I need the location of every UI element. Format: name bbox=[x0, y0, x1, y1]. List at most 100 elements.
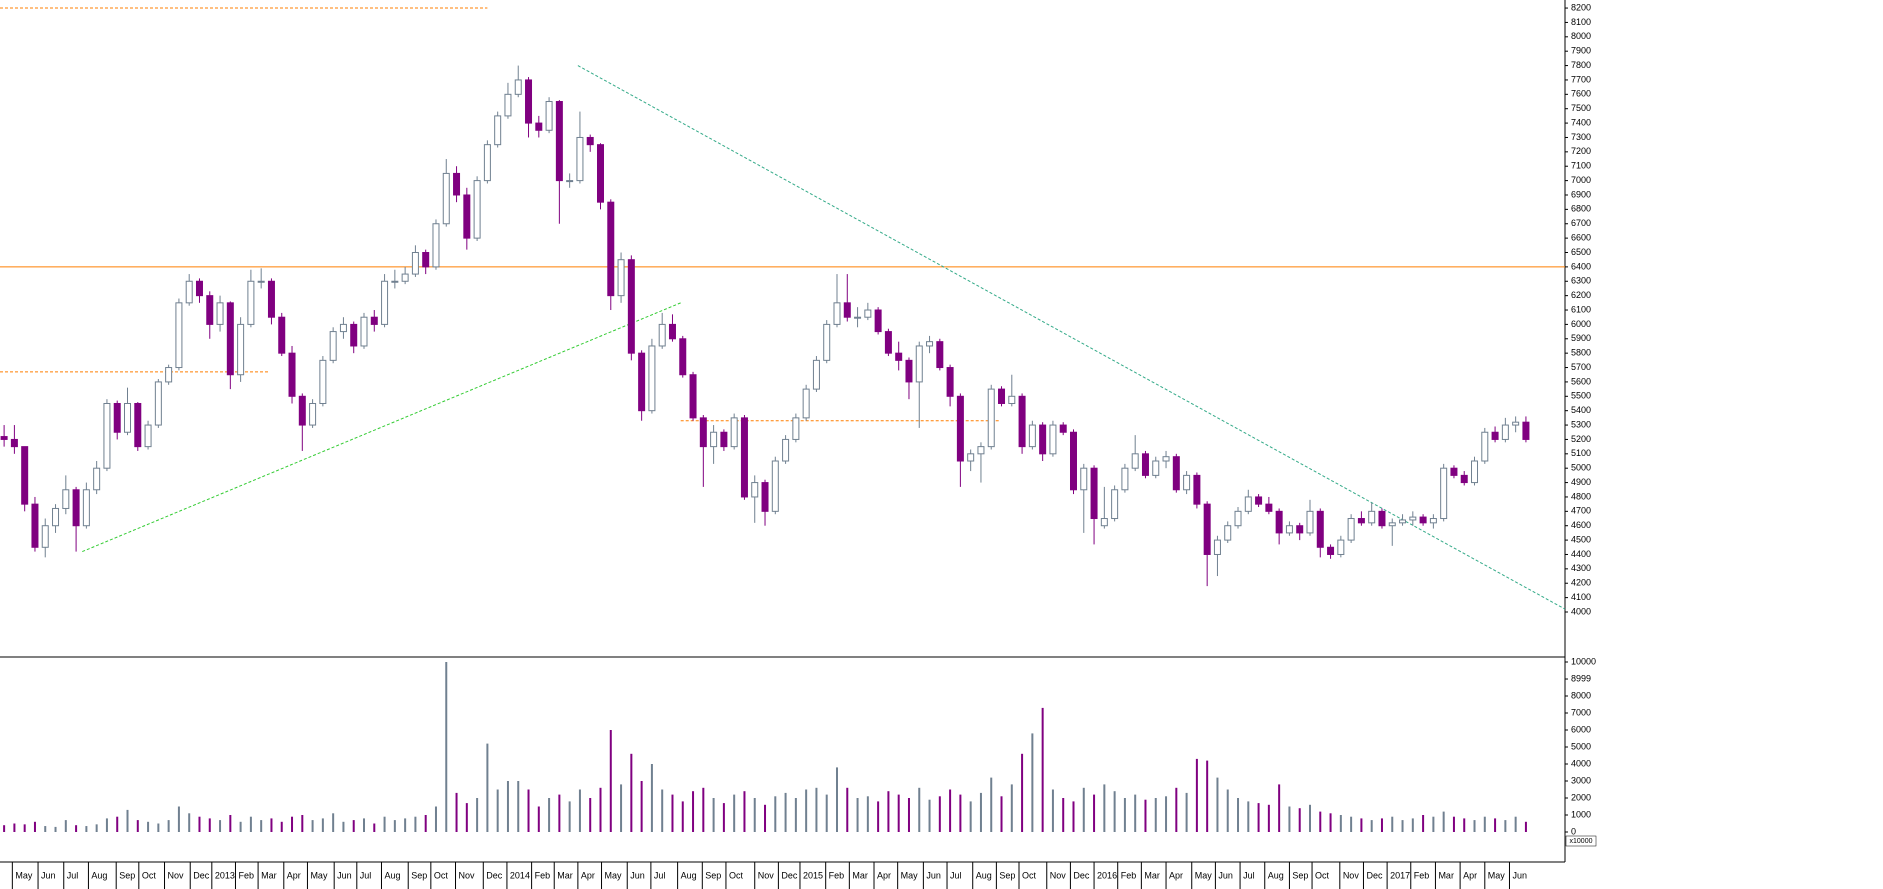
x-tick-label: Aug bbox=[681, 870, 697, 880]
candle-body bbox=[895, 352, 903, 361]
volume-bar bbox=[1257, 803, 1260, 832]
candle-body bbox=[782, 438, 790, 462]
x-tick-label: Jun bbox=[1512, 870, 1527, 880]
volume-bar bbox=[1021, 753, 1024, 832]
volume-bar bbox=[517, 781, 520, 832]
candle-body bbox=[689, 374, 697, 419]
volume-bar bbox=[64, 820, 67, 832]
volume-bar bbox=[578, 789, 581, 832]
candle-body bbox=[206, 295, 214, 325]
volume-bar bbox=[1360, 818, 1363, 832]
volume-bar bbox=[465, 803, 468, 832]
candle-body bbox=[237, 323, 245, 376]
candle-body bbox=[1357, 518, 1365, 524]
volume-bar bbox=[1504, 820, 1507, 832]
candle-body bbox=[1337, 539, 1345, 555]
volume-bar bbox=[13, 823, 16, 832]
candle-body bbox=[442, 172, 450, 225]
volume-bar bbox=[85, 826, 88, 832]
candle-body bbox=[1244, 496, 1252, 512]
volume-bar bbox=[393, 820, 396, 832]
candle-body bbox=[998, 388, 1006, 404]
volume-bar bbox=[1473, 820, 1476, 832]
volume-bar bbox=[249, 816, 252, 832]
volume-bar bbox=[1267, 804, 1270, 832]
x-tick-label: Jul bbox=[67, 870, 79, 880]
volume-bar bbox=[1010, 784, 1013, 832]
candle-body bbox=[370, 316, 378, 325]
volume-bar bbox=[352, 820, 355, 832]
candle-body bbox=[82, 489, 90, 527]
x-tick-label: Oct bbox=[1315, 870, 1330, 880]
volume-bar bbox=[1401, 820, 1404, 832]
y-tick-label: 4100 bbox=[1571, 592, 1591, 602]
y-tick-label: 4600 bbox=[1571, 520, 1591, 530]
volume-bar bbox=[1380, 818, 1383, 832]
x-tick-label: Jun bbox=[1218, 870, 1233, 880]
x-tick-label: Nov bbox=[168, 870, 185, 880]
y-tick-label: 4800 bbox=[1571, 491, 1591, 501]
volume-bar bbox=[1237, 798, 1240, 832]
x-tick-label: Mar bbox=[852, 870, 868, 880]
x-tick-label: Jun bbox=[926, 870, 941, 880]
candle-body bbox=[1039, 424, 1047, 455]
volume-bar bbox=[897, 794, 900, 832]
volume-bar bbox=[434, 806, 437, 832]
x-tick-label: Aug bbox=[976, 870, 992, 880]
candle-body bbox=[195, 280, 203, 297]
candle-body bbox=[1028, 424, 1036, 448]
volume-bar bbox=[661, 789, 664, 832]
volume-bar bbox=[311, 820, 314, 832]
volume-bar bbox=[1432, 816, 1435, 832]
volume-bar bbox=[105, 818, 108, 832]
candle-body bbox=[1347, 518, 1355, 541]
volume-tick-label: 1000 bbox=[1571, 809, 1591, 819]
volume-bar bbox=[280, 821, 283, 832]
volume-bar bbox=[404, 818, 407, 832]
volume-bar bbox=[527, 789, 530, 832]
volume-bar bbox=[208, 818, 211, 832]
volume-bar bbox=[1524, 821, 1527, 832]
candle-body bbox=[535, 122, 543, 131]
candle-body bbox=[1152, 460, 1160, 476]
candle-body bbox=[1100, 518, 1108, 527]
volume-bar bbox=[949, 789, 952, 832]
volume-bar bbox=[1051, 789, 1054, 832]
candle-body bbox=[144, 424, 152, 448]
candle-body bbox=[1399, 519, 1407, 524]
volume-bar bbox=[167, 820, 170, 832]
candle-body bbox=[267, 280, 275, 318]
volume-bar bbox=[157, 823, 160, 832]
candle-body bbox=[175, 302, 183, 369]
x-tick-label: Feb bbox=[238, 870, 254, 880]
candle-body bbox=[329, 331, 337, 361]
volume-tick-label: 7000 bbox=[1571, 707, 1591, 717]
candle-body bbox=[10, 438, 18, 448]
x-tick-label: Feb bbox=[1121, 870, 1137, 880]
x-tick-label: Aug bbox=[384, 870, 400, 880]
candle-body bbox=[679, 338, 687, 376]
y-tick-label: 5000 bbox=[1571, 463, 1591, 473]
volume-bar bbox=[918, 787, 921, 832]
volume-bar bbox=[887, 791, 890, 832]
volume-bar bbox=[620, 784, 623, 832]
volume-bar bbox=[363, 818, 366, 832]
volume-bar bbox=[805, 789, 808, 832]
trend-line bbox=[577, 65, 1566, 610]
unit-box bbox=[1565, 835, 1597, 847]
candle-body bbox=[1296, 525, 1304, 534]
x-tick-label: Oct bbox=[1022, 870, 1037, 880]
volume-tick-label: 8000 bbox=[1571, 690, 1591, 700]
candle-body bbox=[463, 194, 471, 239]
y-tick-label: 6600 bbox=[1571, 232, 1591, 242]
candle-body bbox=[1049, 424, 1057, 455]
volume-bar bbox=[1165, 796, 1168, 832]
x-tick-label: Jul bbox=[950, 870, 962, 880]
candle-body bbox=[566, 180, 574, 183]
volume-bar bbox=[959, 794, 962, 832]
candle-body bbox=[956, 395, 964, 462]
volume-bar bbox=[743, 791, 746, 832]
volume-bar bbox=[342, 821, 345, 832]
candle-body bbox=[350, 323, 358, 347]
